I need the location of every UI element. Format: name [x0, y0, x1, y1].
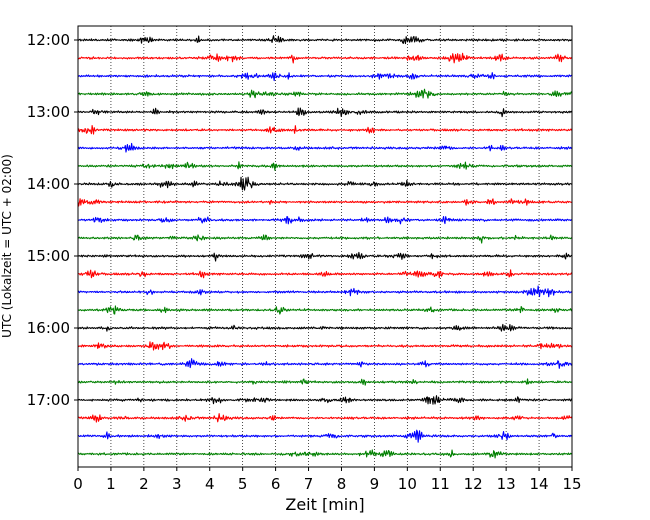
- seismogram-trace: [77, 124, 573, 135]
- seismogram-trace: [77, 234, 573, 244]
- x-tick-label: 3: [172, 475, 182, 493]
- y-tick-label: 14:00: [27, 175, 70, 193]
- x-tick-label: 4: [205, 475, 215, 493]
- seismogram-trace: [77, 378, 573, 386]
- seismogram-trace: [77, 161, 573, 171]
- x-tick-label: 0: [73, 475, 83, 493]
- x-tick-label: 5: [238, 475, 248, 493]
- y-axis-ticks: 12:00 13:00 14:00 15:00 16:00 17:00: [27, 31, 78, 409]
- seismogram-traces: [77, 35, 573, 459]
- y-tick-label: 12:00: [27, 31, 70, 49]
- y-tick-label: 15:00: [27, 247, 70, 265]
- seismogram-trace: [77, 198, 573, 207]
- seismogram-trace: [77, 395, 573, 405]
- x-tick-label: 15: [562, 475, 581, 493]
- seismogram-trace: [77, 35, 573, 45]
- x-tick-label: 14: [530, 475, 549, 493]
- y-tick-label: 16:00: [27, 319, 70, 337]
- x-tick-label: 11: [431, 475, 450, 493]
- seismogram-trace: [77, 323, 573, 332]
- x-tick-label: 7: [304, 475, 314, 493]
- seismogram-trace: [77, 305, 573, 315]
- seismogram-trace: [77, 269, 573, 279]
- seismogram-trace: [77, 142, 573, 153]
- seismogram-trace: [77, 52, 573, 64]
- seismogram-trace: [77, 107, 573, 118]
- x-tick-label: 9: [370, 475, 380, 493]
- x-axis-label: Zeit [min]: [285, 495, 364, 514]
- y-axis-label: UTC (Lokalzeit = UTC + 02:00): [0, 154, 14, 338]
- seismogram-trace: [77, 413, 573, 423]
- seismogram-trace: [77, 216, 573, 225]
- x-tick-label: 12: [464, 475, 483, 493]
- x-tick-label: 6: [271, 475, 281, 493]
- plot-frame: [77, 25, 573, 468]
- y-tick-label: 17:00: [27, 391, 70, 409]
- seismogram-trace: [77, 285, 573, 298]
- seismogram-trace: [77, 449, 573, 459]
- x-tick-label: 8: [337, 475, 347, 493]
- x-tick-label: 2: [139, 475, 149, 493]
- x-tick-label: 10: [398, 475, 417, 493]
- x-tick-label: 1: [106, 475, 116, 493]
- seismogram-trace: [77, 88, 573, 99]
- y-tick-label: 13:00: [27, 103, 70, 121]
- seismogram-trace: [77, 251, 573, 262]
- seismogram-trace: [77, 358, 573, 369]
- x-tick-label: 13: [497, 475, 516, 493]
- seismogram-trace: [77, 176, 573, 191]
- x-axis-ticks: 0 1 2 3 4 5 6 7 8 9 10 11 12 13 14 15: [73, 467, 582, 493]
- seismogram-trace: [77, 341, 573, 351]
- seismogram-trace: [77, 429, 573, 443]
- seismogram-trace: [77, 72, 573, 82]
